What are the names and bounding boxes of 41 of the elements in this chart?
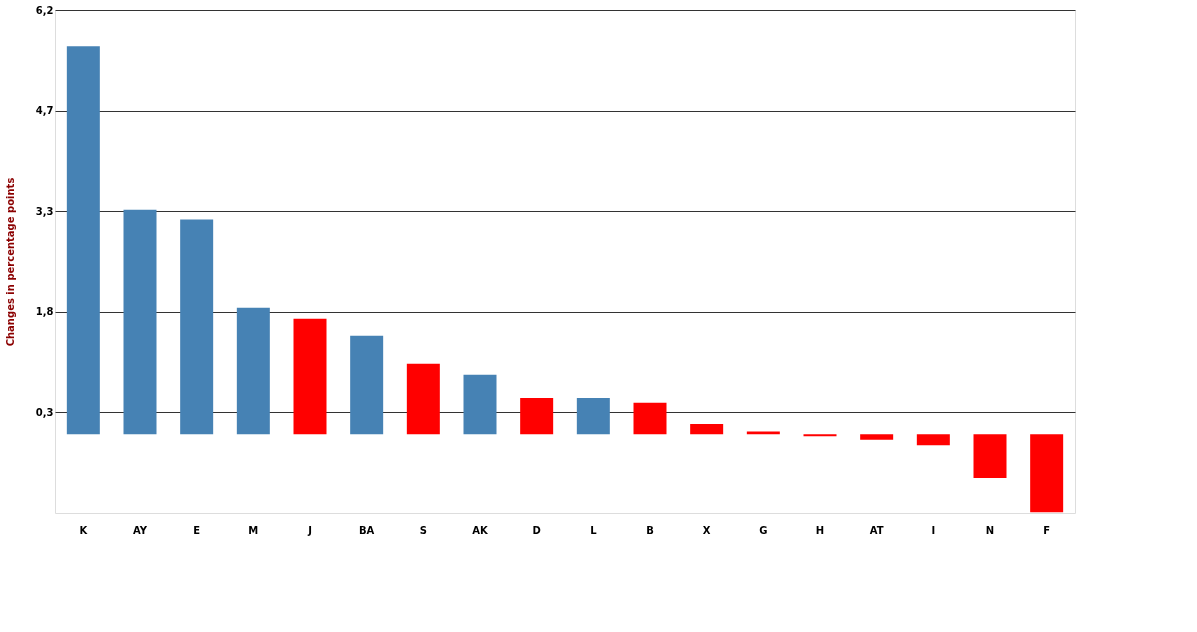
y-tick-label: 4,7 [35,105,54,117]
x-tick-label: AK [472,524,489,536]
y-tick-label: 3,3 [35,205,54,217]
x-tick-label: N [985,524,995,536]
x-tick-label: S [419,524,427,536]
x-tick-label: H [815,524,825,536]
bar [803,434,837,437]
bar [690,424,724,435]
bar [916,434,950,446]
x-tick-label: D [532,524,541,536]
bar [123,209,157,435]
x-tick-label: E [193,524,201,536]
x-tick-label: K [79,524,89,536]
x-tick-label: F [1043,524,1051,536]
bar [1030,434,1064,513]
bar [406,363,440,435]
x-tick-label: AT [869,524,884,536]
bar [463,374,497,435]
x-tick-label: B [646,524,654,536]
bar [520,398,554,435]
y-tick-label: 0,3 [35,406,54,418]
bar [180,219,214,435]
bar [576,398,610,435]
bar [236,307,270,435]
bar [66,46,100,435]
x-tick-label: AY [132,524,148,536]
bar [860,434,894,440]
bar [973,434,1007,479]
x-tick-label: M [248,524,259,536]
y-tick-label: 6,2 [35,4,54,16]
bar [633,402,667,435]
y-axis-title: Changes in percentage points [4,177,16,347]
x-tick-label: BA [358,524,375,536]
bar [350,335,384,435]
x-tick-label: X [702,524,711,536]
x-tick-label: L [590,524,598,536]
x-tick-label: J [307,524,312,536]
y-tick-label: 1,8 [35,306,54,318]
x-tick-label: G [759,524,768,536]
bar [293,318,327,435]
x-tick-label: I [931,524,936,536]
